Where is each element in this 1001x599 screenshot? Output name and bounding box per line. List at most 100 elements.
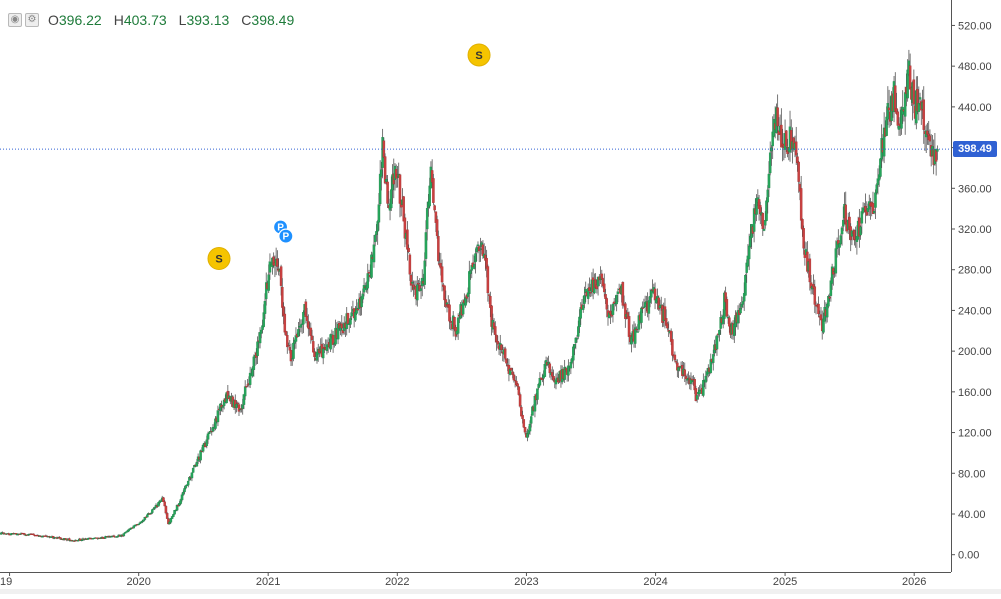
candle-down [683, 369, 687, 376]
candle-down [928, 135, 932, 142]
candle-up [175, 505, 179, 511]
p-event-marker[interactable]: P [278, 228, 294, 244]
candle-up [373, 235, 377, 243]
x-tick-label: 2026 [902, 576, 926, 588]
open-value: 396.22 [58, 12, 102, 28]
candle-up [355, 307, 358, 314]
candle-up [183, 488, 186, 493]
candle-up [575, 338, 579, 340]
candle-down [641, 307, 644, 309]
candle-down [112, 535, 116, 537]
candle-down [516, 383, 519, 387]
candle-up [216, 410, 220, 423]
candle-down [409, 274, 413, 286]
ohlc-close: C398.49 [241, 12, 294, 28]
candle-up [349, 318, 352, 325]
candle-down [448, 304, 451, 322]
low-value: 393.13 [186, 12, 230, 28]
candle-up [872, 210, 876, 214]
candle-down [367, 272, 371, 274]
candle-down [673, 354, 677, 361]
candle-up [267, 274, 270, 291]
candle-down [494, 326, 497, 335]
candle-down [435, 219, 439, 236]
candle-up [468, 271, 471, 294]
candle-down [801, 219, 804, 230]
candle-up [380, 169, 383, 177]
candle-up [875, 184, 878, 193]
candle-down [305, 316, 309, 321]
candle-down [523, 427, 527, 433]
candle-up [411, 281, 414, 284]
candle-up [385, 179, 388, 182]
candle-up [302, 312, 305, 325]
marker-circle [278, 228, 294, 244]
y-tick-label: 440.00 [958, 102, 992, 114]
candle-down [912, 79, 916, 105]
axes: 0.00 40.00 80.00 120.00 160.00 200.00 240.00 28… [0, 0, 992, 588]
candle-down [165, 513, 169, 519]
candle-up [739, 308, 742, 314]
close-label: C [241, 12, 252, 28]
candle-up [137, 523, 140, 526]
candle-up [768, 152, 772, 174]
candle-up [573, 344, 576, 349]
candle-down [684, 376, 688, 380]
candle-up [292, 342, 295, 359]
candle-up [149, 512, 153, 515]
candle-up [718, 330, 721, 335]
candle-up [936, 148, 939, 152]
candle-down [68, 538, 71, 541]
candle-down [402, 196, 405, 222]
candle-down [505, 358, 508, 364]
candle-down [934, 149, 938, 162]
candle-down [503, 348, 507, 359]
x-tick-label: 2020 [126, 576, 150, 588]
candle-up [205, 439, 209, 446]
candle-down [500, 344, 503, 351]
eye-icon[interactable]: ◉ [8, 13, 22, 27]
candle-up [366, 273, 370, 289]
marker-label: P [277, 222, 284, 233]
candle-down [666, 323, 669, 329]
candle-up [479, 248, 482, 250]
candle-up [268, 261, 272, 273]
candle-down [486, 266, 490, 294]
candle-down [512, 374, 516, 381]
candle-up [917, 103, 921, 112]
open-label: O [48, 12, 59, 28]
candle-up [642, 306, 646, 308]
candle-up [633, 327, 637, 344]
candle-up [221, 406, 225, 408]
candle-up [636, 331, 639, 333]
candle-down [894, 85, 897, 112]
candle-down [517, 386, 521, 395]
y-tick-label: 240.00 [958, 305, 992, 317]
candle-up [640, 307, 643, 323]
candle-down [518, 394, 522, 407]
candle-up [199, 450, 202, 461]
split-marker[interactable]: S [207, 247, 231, 271]
candle-up [741, 301, 745, 305]
candle-down [449, 321, 452, 323]
candle-down [245, 386, 248, 388]
x-tick-label: 2024 [643, 576, 667, 588]
candle-up [860, 211, 864, 224]
candle-down [551, 372, 554, 377]
candle-up [208, 432, 211, 435]
split-marker[interactable]: S [467, 43, 491, 67]
bottom-scroll-strip[interactable] [0, 589, 1001, 594]
candle-up [151, 509, 154, 513]
candle-down [922, 99, 926, 130]
event-markers[interactable]: S S PP [207, 43, 491, 271]
candle-up [416, 284, 419, 301]
low-label: L [178, 12, 187, 28]
candle-up [424, 232, 428, 259]
candlestick-series [0, 49, 939, 542]
candle-down [313, 351, 316, 358]
candle-down [496, 341, 500, 345]
candle-down [7, 533, 10, 535]
settings-icon[interactable]: ⚙ [25, 13, 39, 27]
